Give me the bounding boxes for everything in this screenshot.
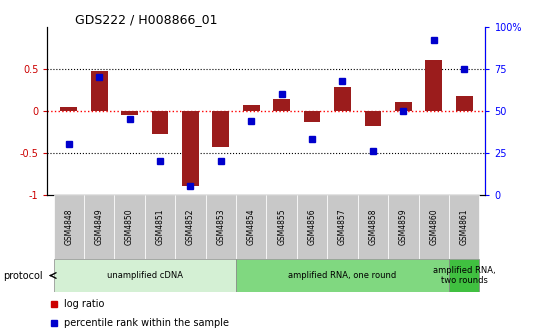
Text: GSM4850: GSM4850 xyxy=(125,208,134,245)
Text: GSM4859: GSM4859 xyxy=(399,208,408,245)
Bar xyxy=(449,259,479,292)
Bar xyxy=(364,111,381,126)
Text: protocol: protocol xyxy=(3,270,42,281)
Bar xyxy=(449,195,479,259)
Bar xyxy=(236,195,267,259)
Bar xyxy=(54,259,236,292)
Bar xyxy=(114,195,145,259)
Bar xyxy=(182,111,199,186)
Text: amplified RNA, one round: amplified RNA, one round xyxy=(288,271,397,280)
Text: unamplified cDNA: unamplified cDNA xyxy=(107,271,183,280)
Bar xyxy=(236,259,449,292)
Bar xyxy=(297,195,328,259)
Text: GDS222 / H008866_01: GDS222 / H008866_01 xyxy=(75,13,218,27)
Bar xyxy=(121,111,138,115)
Bar xyxy=(456,96,473,111)
Bar xyxy=(243,105,259,111)
Bar xyxy=(205,195,236,259)
Bar xyxy=(175,195,205,259)
Text: GSM4849: GSM4849 xyxy=(95,208,104,245)
Bar xyxy=(328,195,358,259)
Text: percentile rank within the sample: percentile rank within the sample xyxy=(64,318,229,328)
Bar xyxy=(145,195,175,259)
Bar xyxy=(60,107,77,111)
Text: GSM4856: GSM4856 xyxy=(307,208,316,245)
Bar xyxy=(273,99,290,111)
Text: GSM4851: GSM4851 xyxy=(156,209,165,245)
Text: GSM4854: GSM4854 xyxy=(247,208,256,245)
Bar xyxy=(388,195,418,259)
Text: GSM4860: GSM4860 xyxy=(429,208,438,245)
Text: amplified RNA,
two rounds: amplified RNA, two rounds xyxy=(433,266,496,285)
Text: GSM4853: GSM4853 xyxy=(217,208,225,245)
Bar xyxy=(91,72,108,111)
Bar xyxy=(84,195,114,259)
Text: GSM4855: GSM4855 xyxy=(277,208,286,245)
Bar xyxy=(54,195,84,259)
Bar xyxy=(425,60,442,111)
Text: GSM4858: GSM4858 xyxy=(368,209,377,245)
Bar xyxy=(267,195,297,259)
Bar xyxy=(358,195,388,259)
Bar xyxy=(213,111,229,147)
Bar xyxy=(304,111,320,122)
Bar xyxy=(418,195,449,259)
Bar xyxy=(395,102,412,111)
Text: GSM4857: GSM4857 xyxy=(338,208,347,245)
Text: log ratio: log ratio xyxy=(64,299,104,308)
Bar xyxy=(152,111,169,134)
Bar xyxy=(334,87,351,111)
Text: GSM4848: GSM4848 xyxy=(64,209,73,245)
Text: GSM4852: GSM4852 xyxy=(186,209,195,245)
Text: GSM4861: GSM4861 xyxy=(460,209,469,245)
